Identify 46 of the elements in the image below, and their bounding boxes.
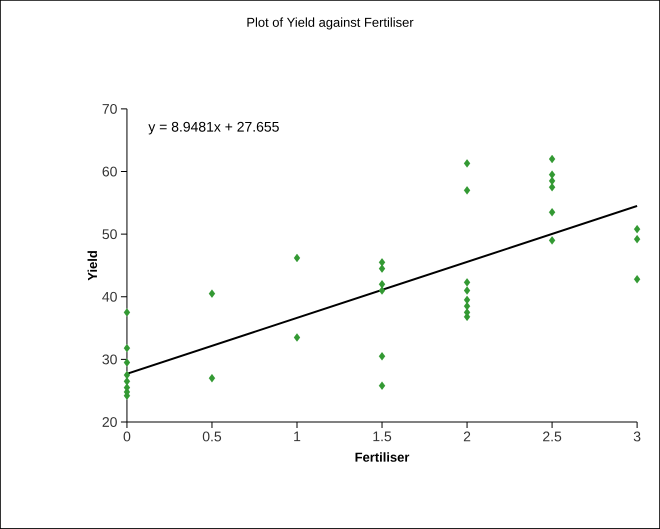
y-axis-title: Yield xyxy=(88,251,98,281)
point xyxy=(634,224,640,234)
y-tick-label: 30 xyxy=(102,354,117,364)
point xyxy=(208,289,216,298)
point xyxy=(464,159,470,168)
x-tick-label: 1 xyxy=(294,432,300,442)
point xyxy=(464,278,470,287)
point xyxy=(548,183,556,192)
point xyxy=(294,333,300,342)
y-tick-label: 40 xyxy=(102,292,117,302)
point xyxy=(464,302,470,310)
point xyxy=(464,296,470,304)
point xyxy=(124,308,130,317)
point xyxy=(464,186,470,195)
point xyxy=(378,280,386,288)
y-tick-label: 60 xyxy=(102,166,117,176)
point xyxy=(548,176,556,186)
point xyxy=(548,236,556,245)
y-tick-label: 50 xyxy=(102,229,117,240)
point xyxy=(464,286,470,295)
point xyxy=(378,286,386,295)
annotation: y = 8.9481x + 27.655 xyxy=(148,122,279,134)
x-tick-label: 1.5 xyxy=(373,432,392,442)
x-tick-label: 0 xyxy=(124,432,130,442)
point xyxy=(634,234,640,244)
x-tick-label: 2.5 xyxy=(543,432,562,442)
x-tick-label: 0.5 xyxy=(202,432,222,442)
point xyxy=(294,254,300,262)
point xyxy=(378,352,386,360)
point xyxy=(378,264,386,273)
chart-title: Plot of Yield against Fertiliser xyxy=(247,17,414,30)
y-tick-label: 70 xyxy=(102,104,117,114)
point xyxy=(124,344,130,352)
point xyxy=(548,154,556,164)
x-tick-label: 2 xyxy=(464,432,470,442)
x-axis-title: Fertiliser xyxy=(356,452,410,462)
point xyxy=(124,377,130,386)
point xyxy=(548,170,556,179)
point xyxy=(634,275,640,284)
y-tick-label: 20 xyxy=(102,417,117,427)
point xyxy=(124,370,130,380)
point xyxy=(548,208,556,216)
point xyxy=(208,374,216,382)
x-tick-label: 3 xyxy=(634,432,640,442)
point xyxy=(378,382,386,390)
point xyxy=(124,358,130,367)
